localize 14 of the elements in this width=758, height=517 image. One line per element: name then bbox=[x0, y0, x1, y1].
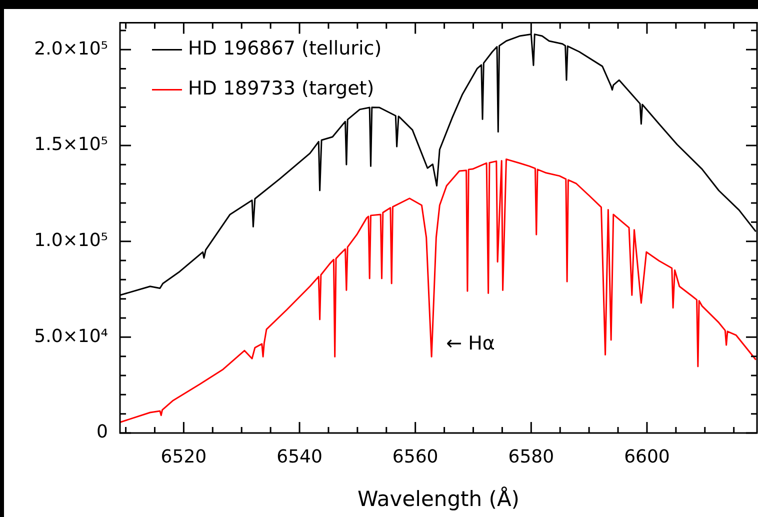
legend-label: HD 196867 (telluric) bbox=[188, 38, 382, 60]
x-tick-label: 6560 bbox=[392, 446, 438, 468]
x-tick-label: 6580 bbox=[508, 446, 554, 468]
y-tick-label: 1.0×10⁵ bbox=[34, 230, 108, 251]
x-axis-title: Wavelength (Å) bbox=[357, 486, 520, 511]
y-tick-label: 1.5×10⁵ bbox=[34, 134, 108, 156]
y-tick-label: 5.0×10⁴ bbox=[34, 326, 108, 347]
y-tick-label: 0 bbox=[96, 422, 108, 443]
x-tick-label: 6600 bbox=[624, 446, 670, 468]
legend-label: HD 189733 (target) bbox=[188, 78, 374, 100]
y-tick-label: 2.0×10⁵ bbox=[34, 38, 108, 60]
x-tick-label: 6520 bbox=[160, 446, 207, 468]
x-tick-label: 6540 bbox=[276, 446, 322, 468]
annotation: ← Hα bbox=[446, 332, 495, 355]
